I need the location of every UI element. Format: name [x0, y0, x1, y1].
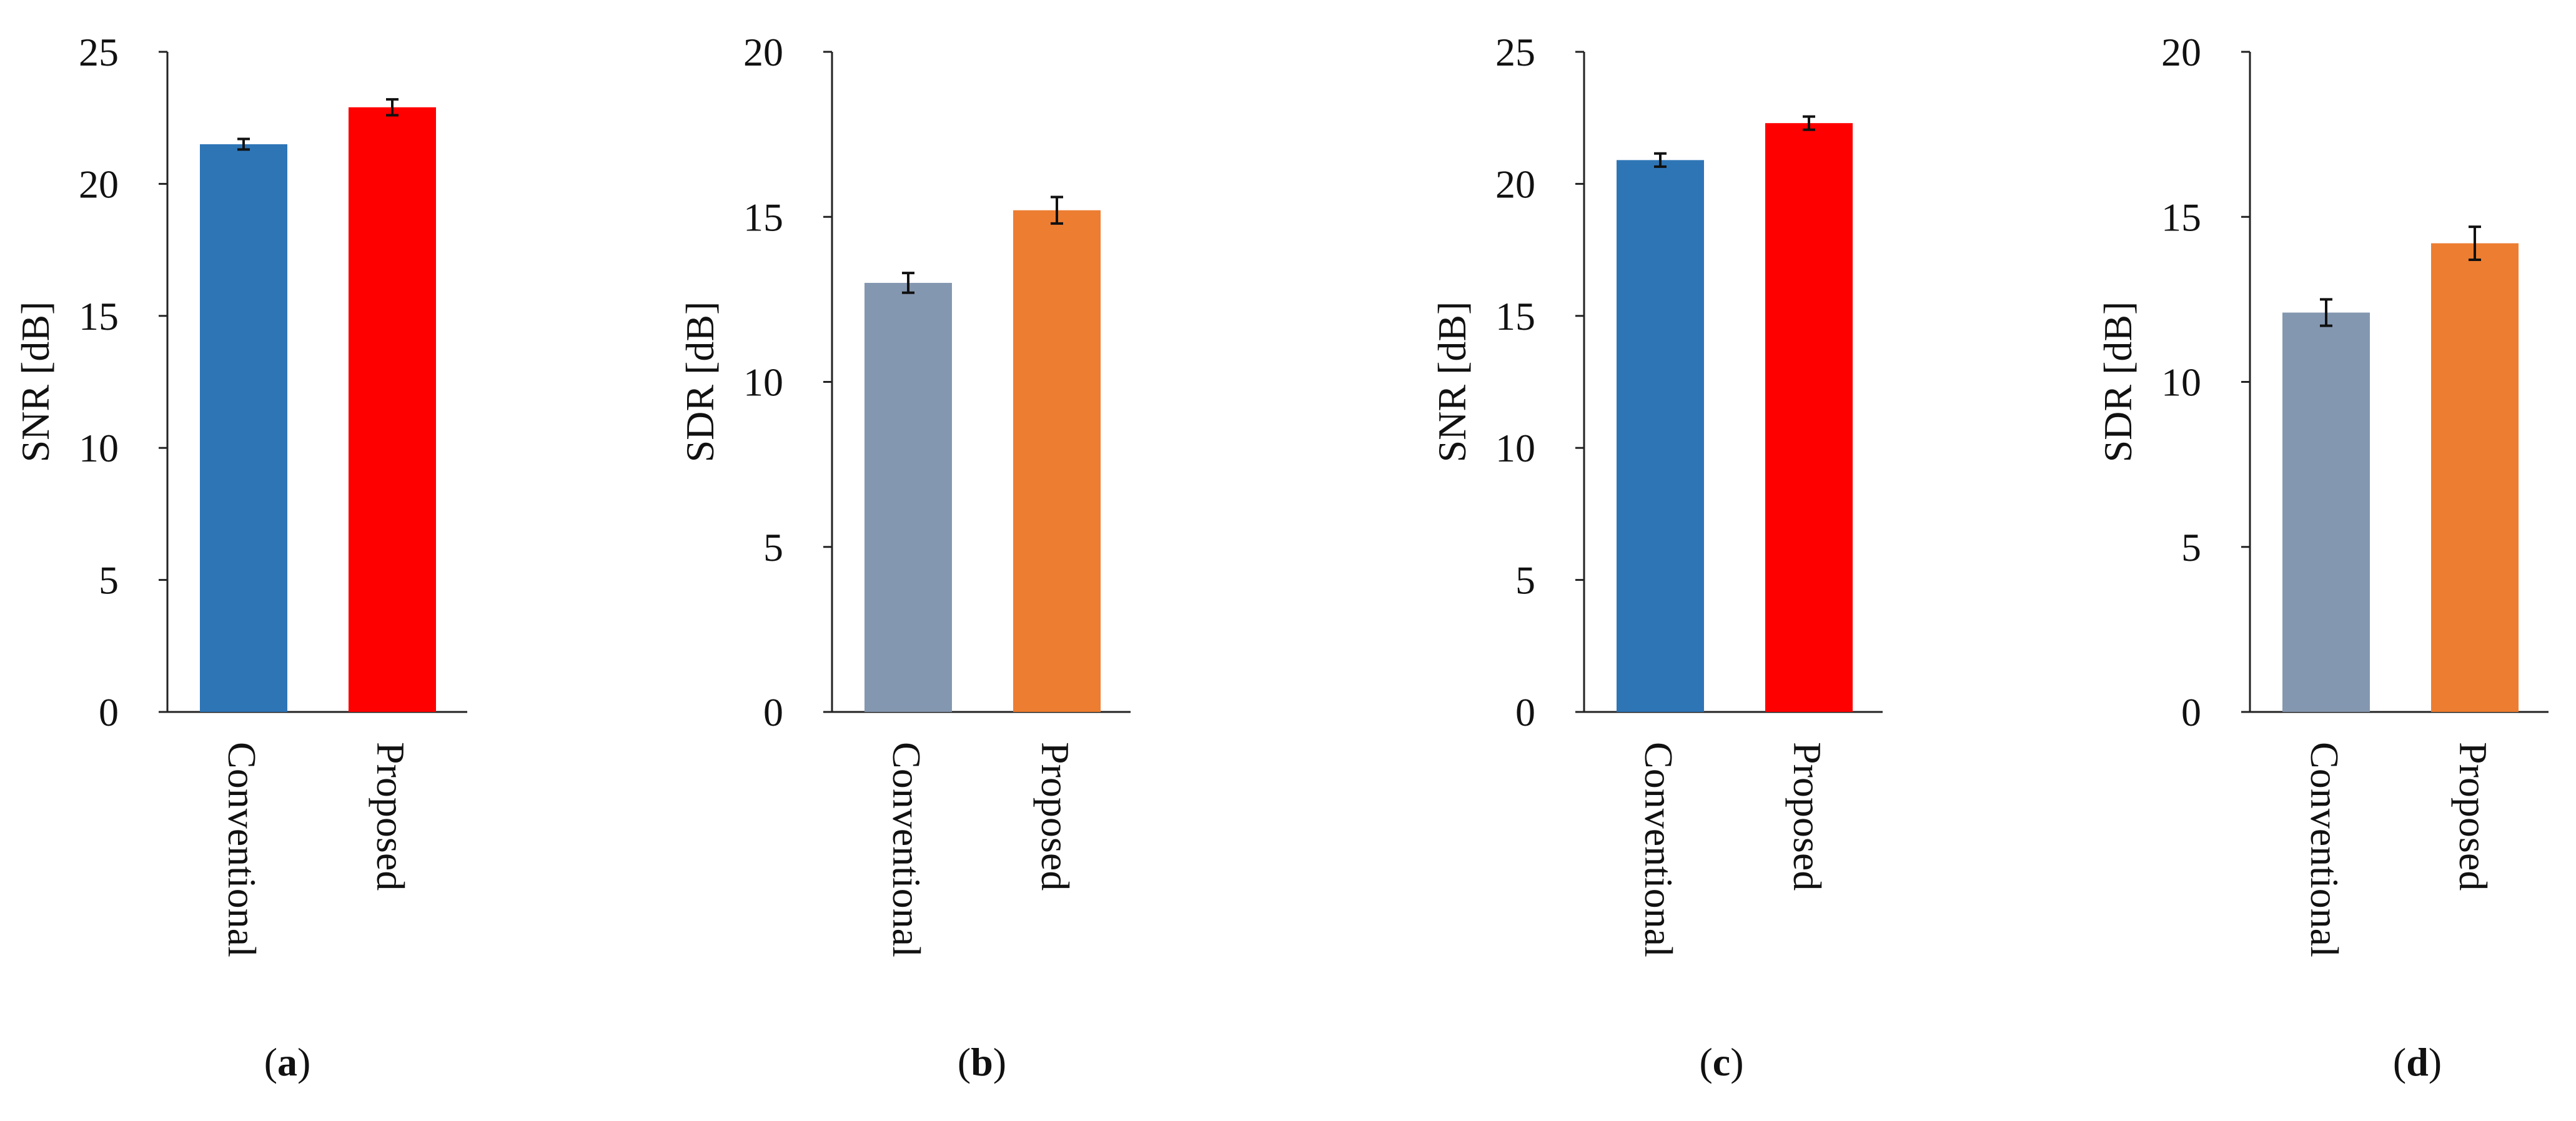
y-tick-label: 15: [79, 294, 119, 338]
category-label: Proposed: [369, 742, 413, 891]
y-tick-label: 0: [763, 690, 783, 734]
bar-proposed: [1765, 123, 1853, 712]
y-tick-label: 5: [1515, 558, 1535, 603]
y-tick-label: 20: [2161, 30, 2201, 74]
panel-caption: (a): [264, 1040, 311, 1084]
category-label: Conventional: [2302, 742, 2347, 957]
panel-c: 0 5 10 15 20 25 SNR [dB] Conventional Proposed (c…: [1430, 30, 1883, 1084]
caption-open: (: [958, 1040, 971, 1084]
caption-letter: d: [2406, 1040, 2429, 1084]
y-tick-label: 20: [1495, 162, 1535, 206]
category-label: Conventional: [884, 742, 929, 957]
caption-letter: b: [971, 1040, 993, 1084]
category-label: Conventional: [220, 742, 264, 957]
y-tick-label: 10: [743, 360, 783, 405]
caption-close: ): [2429, 1040, 2442, 1084]
category-label: Proposed: [2451, 742, 2495, 891]
bar-proposed: [349, 107, 436, 713]
caption-close: ): [1730, 1040, 1743, 1084]
caption-open: (: [264, 1040, 277, 1084]
y-tick-label: 15: [743, 195, 783, 239]
y-tick-label: 5: [99, 558, 119, 603]
y-tick-label: 25: [1495, 30, 1535, 74]
panel-caption: (c): [1699, 1040, 1743, 1084]
category-label: Proposed: [1033, 742, 1077, 891]
caption-close: ): [993, 1040, 1006, 1084]
bar-conventional: [200, 144, 287, 713]
y-tick-label: 15: [1495, 294, 1535, 338]
y-tick-label: 20: [79, 162, 119, 206]
panel-caption: (b): [958, 1040, 1006, 1084]
panel-b: 0 5 10 15 20 SDR [dB] Conventional Proposed (b): [678, 30, 1131, 1084]
caption-open: (: [1699, 1040, 1712, 1084]
y-tick-label: 10: [1495, 426, 1535, 470]
bar-conventional: [2282, 312, 2370, 712]
bar-conventional: [864, 282, 952, 712]
bar-proposed: [2431, 243, 2519, 712]
bar-conventional: [1617, 160, 1704, 712]
y-axis-title: SNR [dB]: [1430, 302, 1474, 463]
panel-d: 0 5 10 15 20 SDR [dB] Conventional Proposed (d): [2096, 30, 2549, 1084]
y-tick-label: 15: [2161, 195, 2201, 239]
y-axis-title: SNR [dB]: [13, 302, 57, 463]
y-tick-label: 0: [2181, 690, 2201, 734]
panel-caption: (d): [2393, 1040, 2442, 1084]
category-label: Proposed: [1785, 742, 1830, 891]
category-label: Conventional: [1637, 742, 1681, 957]
y-tick-label: 5: [2181, 525, 2201, 570]
y-axis-title: SDR [dB]: [678, 302, 722, 463]
y-tick-label: 5: [763, 525, 783, 570]
bar-proposed: [1013, 210, 1101, 712]
y-tick-label: 0: [1515, 690, 1535, 734]
y-axis-title: SDR [dB]: [2096, 302, 2140, 463]
y-tick-label: 0: [99, 690, 119, 734]
caption-letter: c: [1713, 1040, 1730, 1084]
y-tick-label: 10: [79, 426, 119, 470]
y-tick-label: 10: [2161, 360, 2201, 405]
y-tick-label: 20: [743, 30, 783, 74]
caption-close: ): [297, 1040, 310, 1084]
caption-open: (: [2393, 1040, 2406, 1084]
y-tick-label: 25: [79, 30, 119, 74]
caption-letter: a: [277, 1040, 297, 1084]
panel-a: 0 5 10 15 20 25 SNR [dB] Conventional Proposed (a…: [13, 30, 467, 1084]
